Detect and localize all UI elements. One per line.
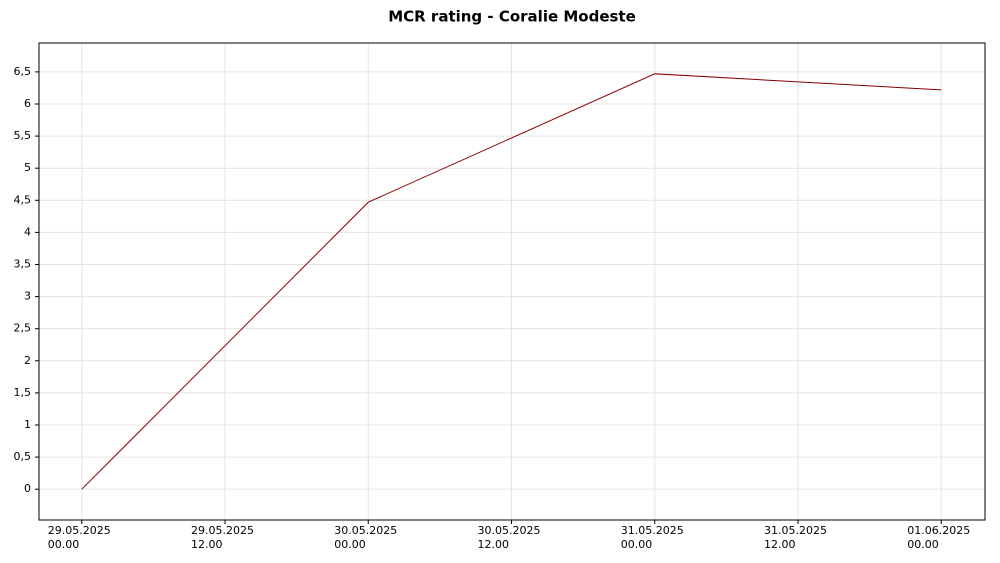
y-tick-label: 5,5 <box>14 129 32 142</box>
y-tick-label: 1 <box>24 418 31 431</box>
x-tick-label: 12.00 <box>191 538 223 551</box>
y-tick-label: 6 <box>24 97 31 110</box>
x-tick-label: 29.05.2025 <box>48 524 111 537</box>
x-tick-label: 12.00 <box>478 538 510 551</box>
x-tick-label: 00.00 <box>48 538 80 551</box>
y-tick-label: 5 <box>24 161 31 174</box>
y-tick-label: 3,5 <box>14 257 32 270</box>
x-tick-label: 30.05.2025 <box>334 524 397 537</box>
x-tick-label: 29.05.2025 <box>191 524 254 537</box>
y-tick-label: 0 <box>24 482 31 495</box>
y-tick-label: 2 <box>24 354 31 367</box>
y-tick-label: 2,5 <box>14 322 32 335</box>
plot-frame <box>38 42 986 521</box>
y-tick-label: 0,5 <box>14 450 32 463</box>
x-tick-label: 01.06.2025 <box>907 524 970 537</box>
line <box>81 73 942 490</box>
y-tick-label: 1,5 <box>14 386 32 399</box>
y-tick-label: 4 <box>24 225 31 238</box>
chart-title: MCR rating - Coralie Modeste <box>388 8 636 26</box>
y-tick-label: 3 <box>24 290 31 303</box>
x-tick-label: 30.05.2025 <box>478 524 541 537</box>
x-tick-label: 12.00 <box>764 538 796 551</box>
y-tick-label: 4,5 <box>14 193 32 206</box>
x-tick-label: 00.00 <box>907 538 939 551</box>
x-tick-label: 31.05.2025 <box>621 524 684 537</box>
x-tick-label: 31.05.2025 <box>764 524 827 537</box>
x-tick-label: 00.00 <box>334 538 366 551</box>
y-tick-label: 6,5 <box>14 65 32 78</box>
x-tick-label: 00.00 <box>621 538 653 551</box>
